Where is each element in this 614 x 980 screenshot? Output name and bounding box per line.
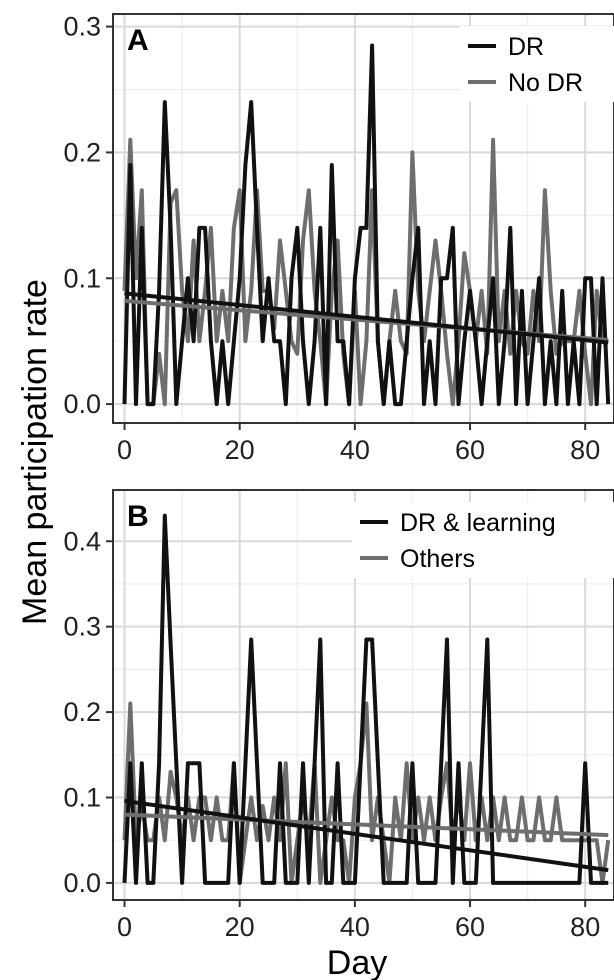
- y-axis-label: Mean participation rate: [16, 279, 54, 625]
- y-tick-label: 0.1: [63, 263, 101, 293]
- series-line-1: [122, 701, 611, 885]
- legend-label-0: DR: [508, 33, 544, 61]
- x-axis-label: Day: [327, 944, 387, 980]
- series-line-0: [122, 513, 609, 885]
- y-tick-label: 0.4: [63, 526, 101, 556]
- y-tick-label: 0.2: [63, 137, 101, 167]
- x-tick-label: 80: [570, 912, 600, 942]
- trend-line-0: [124, 291, 609, 345]
- panel-a: 0 20 40 60 80 0.0 0.1 0.2 0.3 A DR No DR: [63, 12, 614, 465]
- x-tick-label: 60: [455, 912, 485, 942]
- series-line-1: [122, 137, 609, 407]
- legend-label-1: No DR: [508, 69, 583, 97]
- y-tick-label: 0.1: [63, 783, 101, 813]
- x-tick-label: 0: [117, 912, 132, 942]
- legend-background: [352, 502, 614, 578]
- series-line-0: [122, 43, 611, 407]
- x-tick-label: 20: [225, 912, 255, 942]
- plot-lines: [122, 43, 611, 407]
- x-tick-label: 0: [117, 435, 132, 465]
- panel-label: B: [127, 500, 149, 533]
- x-tick-label: 40: [340, 912, 370, 942]
- panel-border: [112, 13, 614, 424]
- panel-border: [112, 489, 614, 901]
- y-tick-label: 0.0: [63, 389, 101, 419]
- legend: DR No DR: [460, 26, 614, 102]
- legend: DR & learning Others: [352, 502, 614, 578]
- x-tick-label: 20: [225, 435, 255, 465]
- x-tick-label: 40: [340, 435, 370, 465]
- plot-lines: [122, 513, 611, 885]
- y-tick-label: 0.0: [63, 868, 101, 898]
- y-tick-label: 0.2: [63, 697, 101, 727]
- trend-line-0: [124, 798, 609, 873]
- legend-label-1: Others: [400, 545, 475, 573]
- legend-background: [460, 26, 614, 102]
- legend-label-0: DR & learning: [400, 509, 556, 537]
- y-tick-label: 0.3: [63, 12, 101, 42]
- x-tick-label: 60: [455, 435, 485, 465]
- panel-b: 0 20 40 60 80 0.0 0.1 0.2 0.3 0.4 B DR & learning Ot…: [63, 489, 614, 942]
- y-tick-label: 0.3: [63, 612, 101, 642]
- panel-label: A: [127, 24, 149, 57]
- trend-line-1: [124, 812, 609, 838]
- x-tick-label: 80: [570, 435, 600, 465]
